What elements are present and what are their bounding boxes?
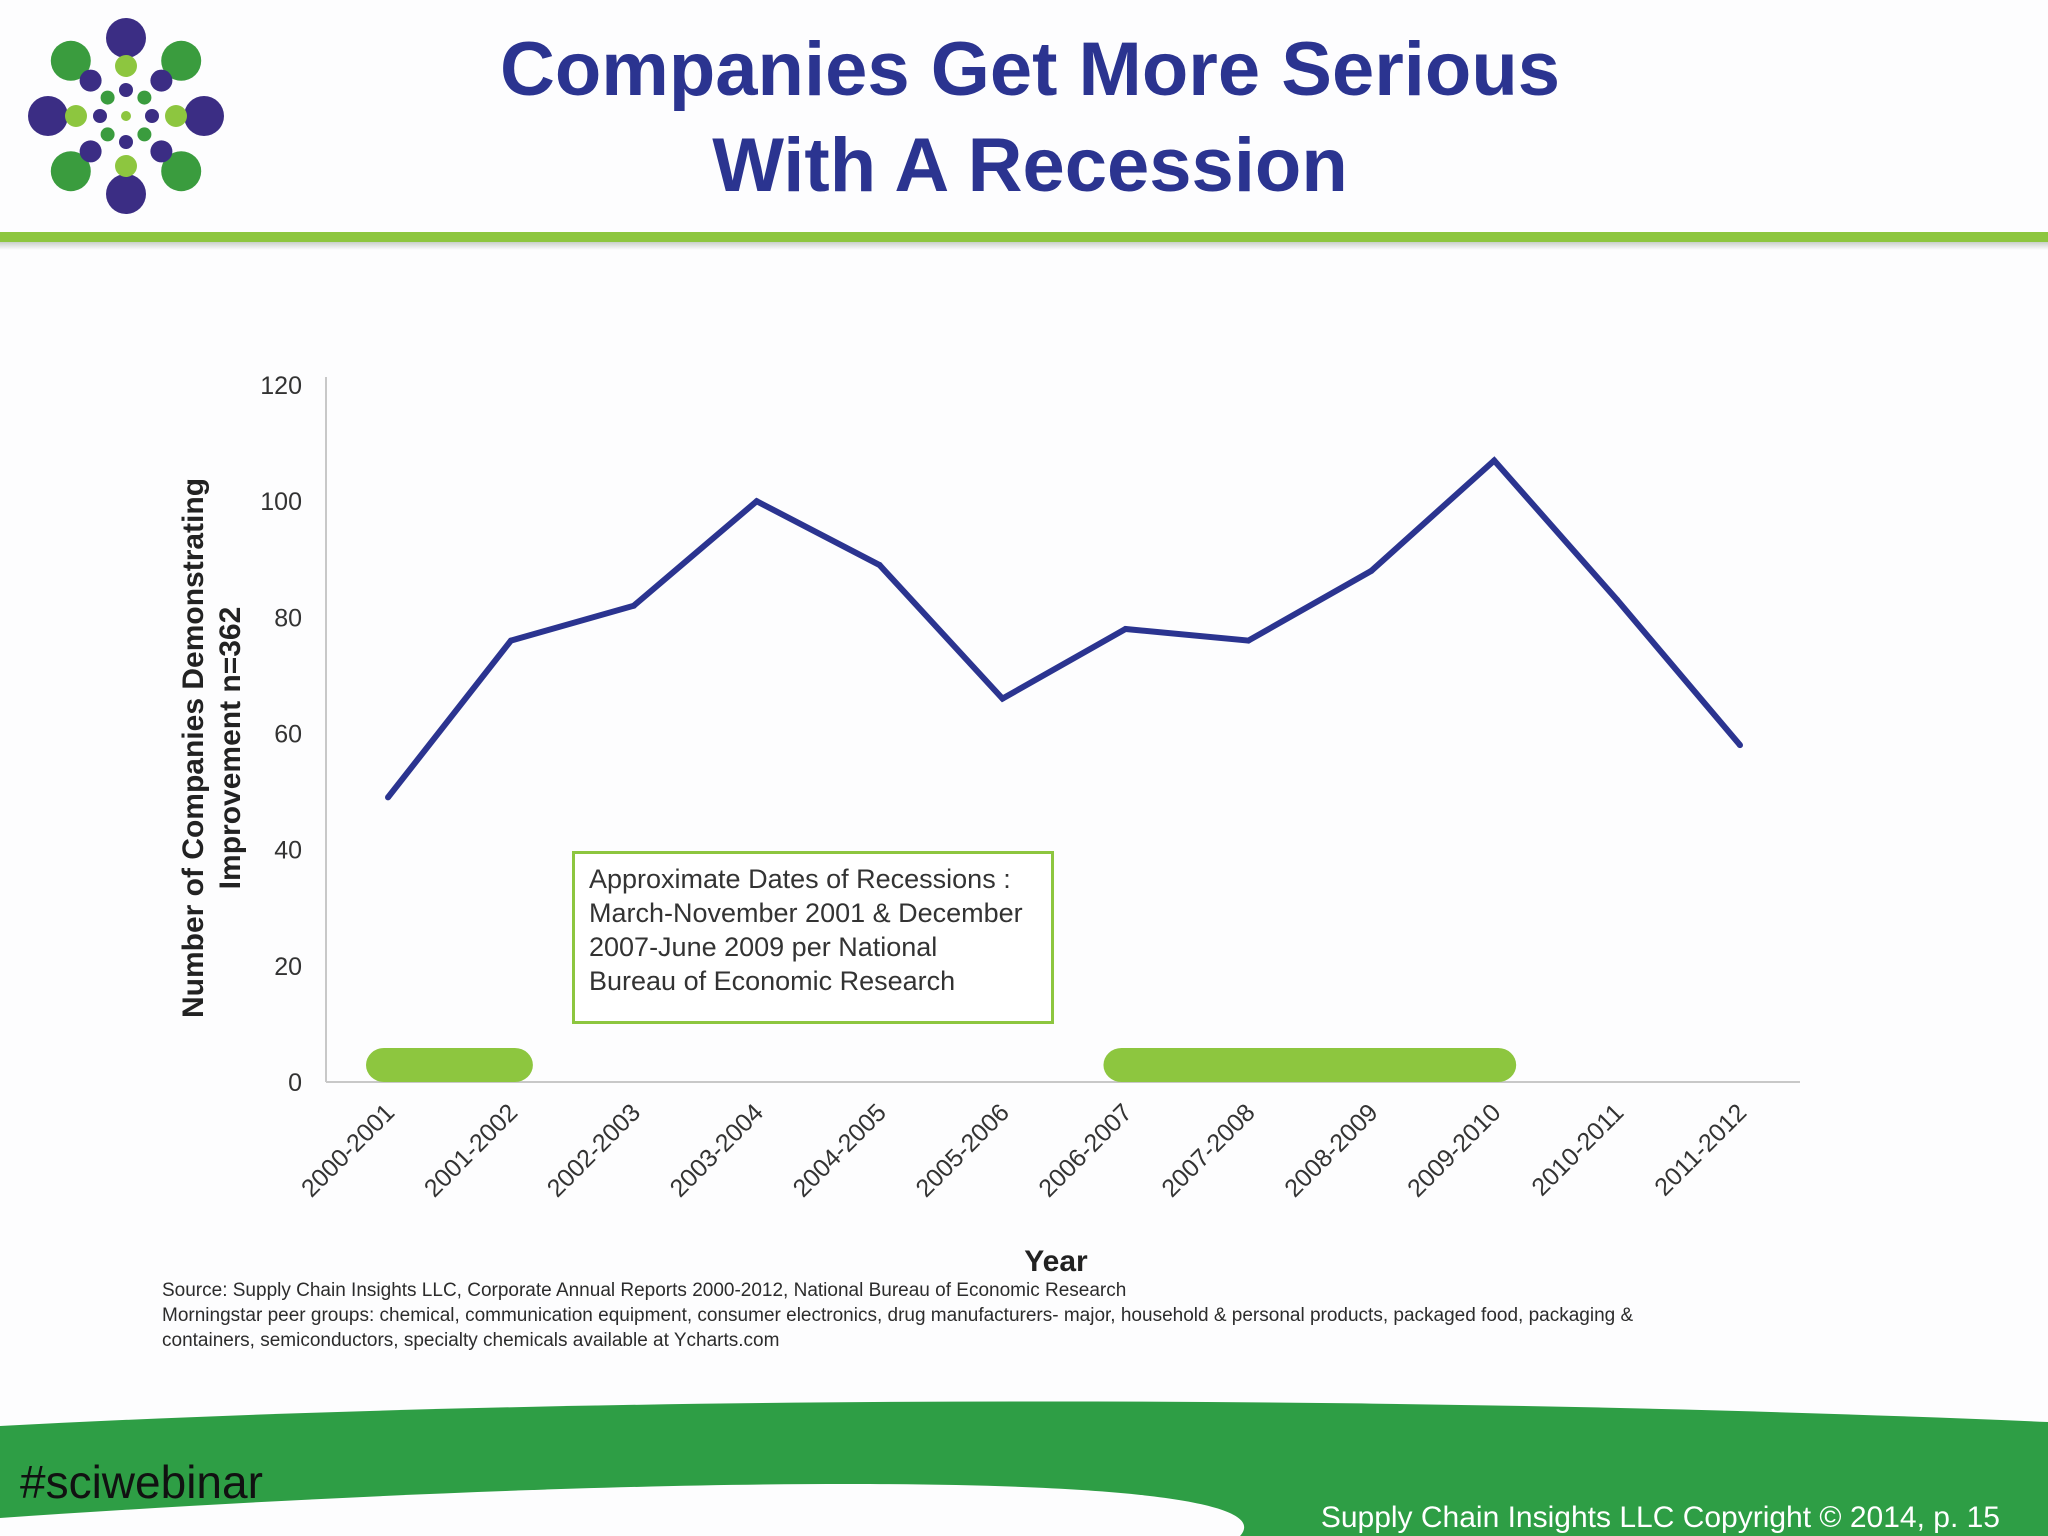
- x-tick-label: 2010-2011: [1526, 1098, 1629, 1201]
- data-point: [1245, 637, 1252, 644]
- annotation-line-3: 2007-June 2009 per National: [589, 932, 938, 962]
- copyright-text: Supply Chain Insights LLC Copyright © 20…: [1320, 1501, 2000, 1534]
- y-tick-label: 120: [260, 372, 302, 400]
- source-note: Source: Supply Chain Insights LLC, Corpo…: [162, 1278, 1802, 1353]
- logo-dot: [50, 40, 91, 81]
- title-line-2: With A Recession: [712, 123, 1348, 208]
- x-axis-label: Year: [1024, 1245, 1088, 1278]
- data-point: [999, 695, 1006, 702]
- footer-band-cutout: [0, 1483, 1245, 1536]
- x-tick-label: 2001-2002: [419, 1098, 523, 1202]
- data-point: [630, 602, 637, 609]
- annotation-line-4: Bureau of Economic Research: [589, 966, 956, 996]
- x-tick-label: 2007-2008: [1156, 1098, 1260, 1202]
- y-axis-label-line: Improvement n=362: [214, 607, 247, 890]
- annotation-line-2: March-November 2001 & December: [589, 898, 1023, 928]
- title-line-1: Companies Get More Serious: [499, 27, 1561, 112]
- data-point: [1491, 457, 1498, 464]
- recession-annotation-box: Approximate Dates of Recessions : March-…: [572, 851, 1054, 1024]
- source-line-1: Source: Supply Chain Insights LLC, Corpo…: [162, 1280, 1127, 1301]
- y-tick-label: 80: [274, 604, 302, 632]
- slide-title: Companies Get More Serious With A Recess…: [330, 22, 1730, 214]
- y-tick-label: 60: [274, 721, 302, 749]
- x-tick-label: 2000-2001: [296, 1098, 400, 1202]
- logo-dot: [137, 127, 152, 142]
- logo-dot: [184, 96, 224, 136]
- logo-dot: [93, 109, 107, 123]
- data-point: [876, 562, 883, 569]
- logo-dot: [145, 109, 159, 123]
- dotted-flower-logo-icon: [28, 18, 224, 214]
- logo-dot: [119, 135, 133, 149]
- source-line-2: Morningstar peer groups: chemical, commu…: [162, 1305, 1634, 1326]
- x-tick-label: 2005-2006: [910, 1098, 1014, 1202]
- logo-dot: [79, 140, 102, 163]
- data-point: [385, 794, 391, 801]
- x-tick-label: 2009-2010: [1402, 1098, 1506, 1202]
- logo-dot: [65, 105, 87, 127]
- x-tick-label: 2004-2005: [788, 1098, 892, 1202]
- logo-dot: [137, 90, 152, 105]
- logo-dot: [150, 140, 173, 163]
- y-tick-label: 0: [288, 1069, 302, 1097]
- recession-band: [1103, 1048, 1517, 1082]
- logo-dot: [119, 83, 133, 97]
- data-point: [1614, 596, 1621, 603]
- line-chart: 0 20 40 60 80 100 120 Number of Companies Demon…: [177, 372, 1800, 1278]
- data-point: [1122, 625, 1129, 632]
- logo-dot: [50, 151, 91, 192]
- x-tick-label: 2002-2003: [542, 1098, 646, 1202]
- x-tick-label: 2011-2012: [1649, 1098, 1752, 1201]
- logo-dot: [28, 96, 68, 136]
- x-tick-label: 2003-2004: [665, 1098, 769, 1202]
- footer-band: [0, 1401, 2048, 1536]
- recession-band: [366, 1048, 533, 1082]
- data-point: [507, 637, 514, 644]
- logo-center-dot: [121, 111, 131, 121]
- annotation-line-1: Approximate Dates of Recessions :: [589, 864, 1011, 894]
- data-point: [753, 498, 760, 505]
- y-axis-label-line: Number of Companies Demonstrating: [177, 478, 210, 1018]
- logo-dot: [100, 90, 115, 105]
- data-point: [1737, 742, 1743, 749]
- source-line-3: containers, semiconductors, specialty ch…: [162, 1330, 780, 1351]
- y-tick-label: 20: [274, 953, 302, 981]
- logo-dot: [106, 18, 146, 58]
- data-point: [1368, 567, 1375, 574]
- logo-dot: [115, 55, 137, 77]
- y-axis-label: Number of Companies Demonstrating Improve…: [177, 478, 247, 1018]
- logo-dot: [115, 155, 137, 177]
- logo-dot: [100, 127, 115, 142]
- y-tick-label: 100: [260, 488, 302, 516]
- y-tick-label: 40: [274, 837, 302, 865]
- logo-dot: [161, 40, 202, 81]
- logo-dot: [150, 69, 173, 92]
- logo-dot: [106, 174, 146, 214]
- header-divider: [0, 232, 2048, 242]
- logo-dot: [79, 69, 102, 92]
- logo-dot: [165, 105, 187, 127]
- x-tick-label: 2006-2007: [1033, 1098, 1137, 1202]
- series-line: [385, 456, 1743, 800]
- x-tick-label: 2008-2009: [1279, 1098, 1383, 1202]
- hashtag-label: #sciwebinar: [20, 1456, 263, 1508]
- logo-dot: [161, 151, 202, 192]
- header-divider-shadow: [0, 242, 2048, 250]
